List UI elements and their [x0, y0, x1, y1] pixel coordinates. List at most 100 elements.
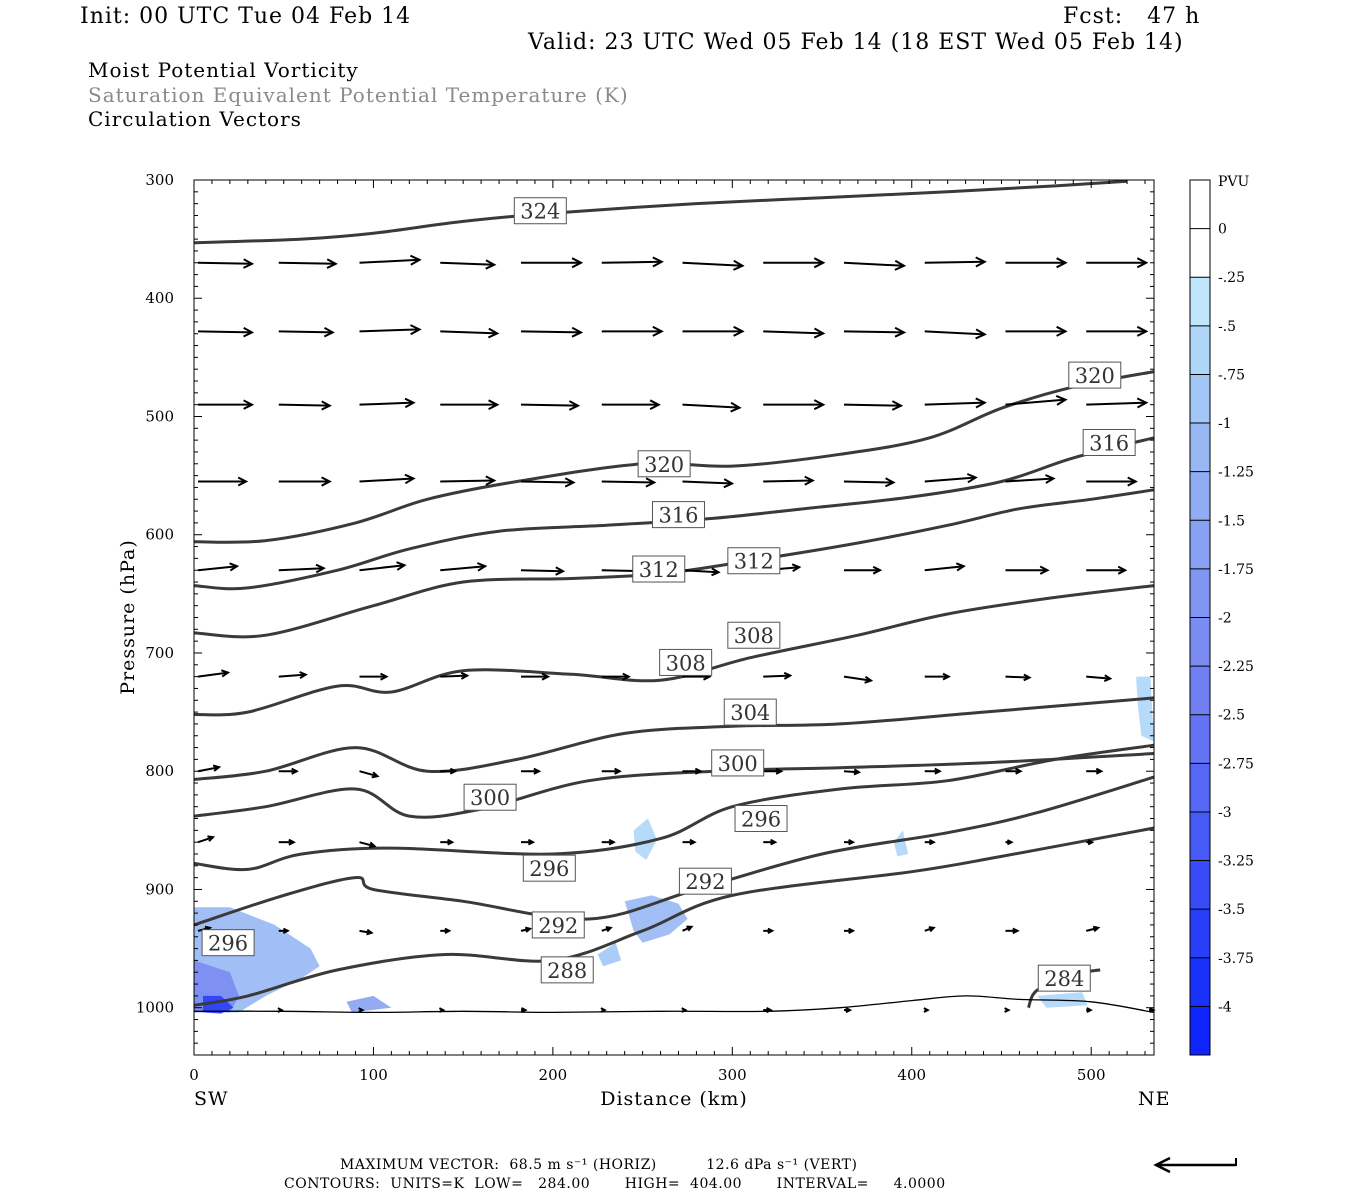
contour-label-300: 300: [711, 749, 765, 777]
circulation-vector: [278, 476, 332, 487]
contour-label-text: 312: [639, 558, 679, 582]
y-tick-label: 400: [145, 289, 174, 307]
contour-label-316: 316: [651, 501, 705, 529]
circulation-vector: [600, 1007, 607, 1013]
colorbar-label: -2.25: [1218, 659, 1254, 675]
contour-label-text: 304: [730, 701, 770, 725]
circulation-vector: [1005, 767, 1023, 775]
circulation-vector: [1149, 1007, 1156, 1013]
contour-label-296: 296: [734, 805, 788, 833]
contour-label-296: 296: [201, 929, 255, 957]
circulation-vector: [924, 926, 936, 933]
circulation-vector: [843, 565, 883, 575]
x-tick-label: 400: [897, 1066, 926, 1084]
circulation-vector: [1005, 673, 1032, 682]
circulation-vector: [843, 927, 856, 934]
circulation-vector: [1086, 476, 1138, 487]
field-title-vectors: Circulation Vectors: [88, 107, 302, 131]
contour-label-292: 292: [678, 867, 732, 895]
pv-patch: [633, 818, 657, 860]
isentrope-292: [193, 775, 1155, 927]
isentrope-308: [193, 584, 1155, 717]
circulation-vector: [924, 839, 936, 846]
colorbar-label: -3.5: [1218, 902, 1245, 918]
circulation-vector: [440, 475, 497, 486]
isentrope-296: [193, 743, 1155, 872]
circulation-vector: [601, 325, 664, 337]
circulation-vector: [763, 257, 826, 269]
contour-label-text: 320: [1075, 364, 1115, 388]
contour-label-text: 300: [470, 786, 510, 810]
circulation-vector: [520, 400, 581, 411]
circulation-vector: [520, 672, 551, 681]
field-title-mpv: Moist Potential Vorticity: [88, 58, 359, 82]
colorbar-label: -2: [1218, 611, 1232, 627]
colorbar-label: -2.5: [1218, 708, 1245, 724]
circulation-vector: [1005, 565, 1050, 575]
circulation-vector: [682, 767, 703, 775]
contour-label-text: 296: [741, 808, 781, 832]
contour-label-304: 304: [723, 698, 777, 726]
colorbar-cell: [1190, 325, 1210, 375]
circulation-vector: [601, 256, 664, 268]
circulation-vector: [924, 397, 987, 409]
contour-label-text: 308: [666, 651, 706, 675]
circulation-vector: [1086, 397, 1149, 409]
contour-info: CONTOURS: UNITS=K LOW= 284.00 HIGH= 404.…: [284, 1176, 946, 1192]
circulation-vector: [520, 767, 542, 775]
circulation-vector: [1086, 674, 1113, 683]
colorbar-label: -1: [1218, 416, 1232, 432]
field-title-thetae: Saturation Equivalent Potential Temperat…: [88, 83, 629, 107]
contour-label-320: 320: [637, 450, 691, 478]
colorbar-cell: [1190, 471, 1210, 521]
colorbar: 0 -.25 -.5 -.75 -1 -1.25 -1.5 -1.75 -2 -2.25 -2.5 -…: [1189, 179, 1254, 1056]
pv-patch: [346, 995, 392, 1013]
circulation-vector: [359, 672, 389, 681]
colorbar-label: -4: [1218, 999, 1232, 1015]
circulation-vector: [924, 328, 987, 340]
circulation-vector: [520, 926, 533, 933]
contour-label-324: 324: [513, 197, 567, 225]
init-time: Init: 00 UTC Tue 04 Feb 14: [80, 4, 412, 29]
circulation-vector: [843, 400, 904, 411]
circulation-vector: [682, 259, 745, 271]
contour-label-text: 320: [644, 453, 684, 477]
y-axis-title: Pressure (hPa): [117, 539, 139, 695]
circulation-vector: [278, 767, 299, 775]
reference-vector: [1153, 1156, 1237, 1174]
circulation-vector: [763, 399, 826, 411]
colorbar-cell: [1190, 763, 1210, 812]
colorbar-label: -1.25: [1218, 465, 1254, 481]
circulation-vector: [843, 1007, 853, 1014]
circulation-vector: [1005, 257, 1068, 269]
circulation-vector: [1005, 394, 1068, 406]
colorbar-label: -1.75: [1218, 562, 1254, 578]
contour-label-text: 312: [734, 550, 774, 574]
contour-label-text: 300: [718, 752, 758, 776]
circulation-vector: [1086, 257, 1149, 269]
circulation-vector: [278, 563, 326, 574]
colorbar-label: -.5: [1218, 319, 1236, 335]
circulation-vector: [1086, 1007, 1093, 1013]
circulation-vector: [198, 476, 249, 487]
pv-patch: [893, 830, 909, 857]
circulation-vector: [440, 562, 488, 572]
circulation-vector: [843, 768, 862, 776]
circulation-vector: [924, 672, 951, 681]
circulation-vector: [1005, 839, 1014, 846]
isentrope-contours: [193, 179, 1155, 1014]
colorbar-cell: [1190, 909, 1210, 958]
contour-label-text: 316: [658, 504, 698, 528]
y-tick-label: 900: [145, 880, 174, 898]
circulation-vector: [763, 767, 784, 775]
isentrope-300: [193, 752, 1155, 819]
circulation-vector: [359, 770, 380, 779]
circulation-vector: [682, 567, 721, 577]
x-tick-label: 0: [189, 1066, 199, 1084]
contour-label-296: 296: [522, 854, 576, 882]
surface-pressure-line: [193, 995, 1155, 1014]
contour-label-text: 324: [520, 200, 560, 224]
colorbar-cell: [1190, 180, 1210, 229]
circulation-vector: [923, 1007, 930, 1013]
circulation-vector: [197, 258, 255, 269]
